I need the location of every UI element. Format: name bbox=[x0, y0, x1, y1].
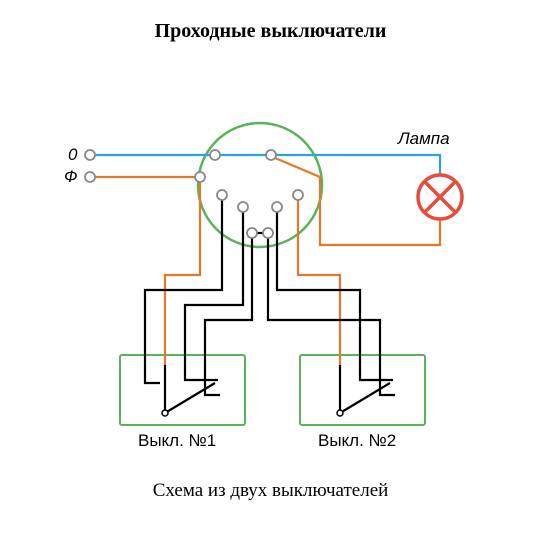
sw1-contact-a bbox=[145, 365, 160, 383]
sw2-pivot bbox=[337, 410, 343, 416]
terminals bbox=[85, 150, 303, 238]
traveler-sw2-b bbox=[268, 233, 380, 365]
sw1-contact-b bbox=[185, 365, 218, 380]
switch-box-2 bbox=[300, 355, 425, 425]
wiring-diagram: 0 Ф Лампа Выкл. №1 Выкл. №2 bbox=[0, 65, 541, 485]
sw2-contact-a bbox=[360, 365, 393, 380]
junction-box bbox=[198, 123, 322, 247]
sw1-lever bbox=[165, 383, 215, 413]
traveler-sw2-a bbox=[277, 207, 360, 365]
schematic-svg bbox=[0, 65, 541, 485]
traveler-sw1-c bbox=[205, 233, 252, 365]
neutral-label: 0 bbox=[68, 145, 77, 165]
sw2-lever bbox=[340, 383, 390, 413]
switch-box-1 bbox=[120, 355, 245, 425]
switch2-label: Выкл. №2 bbox=[318, 431, 396, 451]
traveler-sw1-b bbox=[185, 207, 243, 365]
switch1-label: Выкл. №1 bbox=[138, 431, 216, 451]
phase-label: Ф bbox=[64, 167, 78, 187]
diagram-caption: Схема из двух выключателей bbox=[0, 480, 541, 502]
page-title: Проходные выключатели bbox=[0, 0, 541, 53]
sw1-pivot bbox=[162, 410, 168, 416]
lamp-label: Лампа bbox=[398, 129, 450, 149]
